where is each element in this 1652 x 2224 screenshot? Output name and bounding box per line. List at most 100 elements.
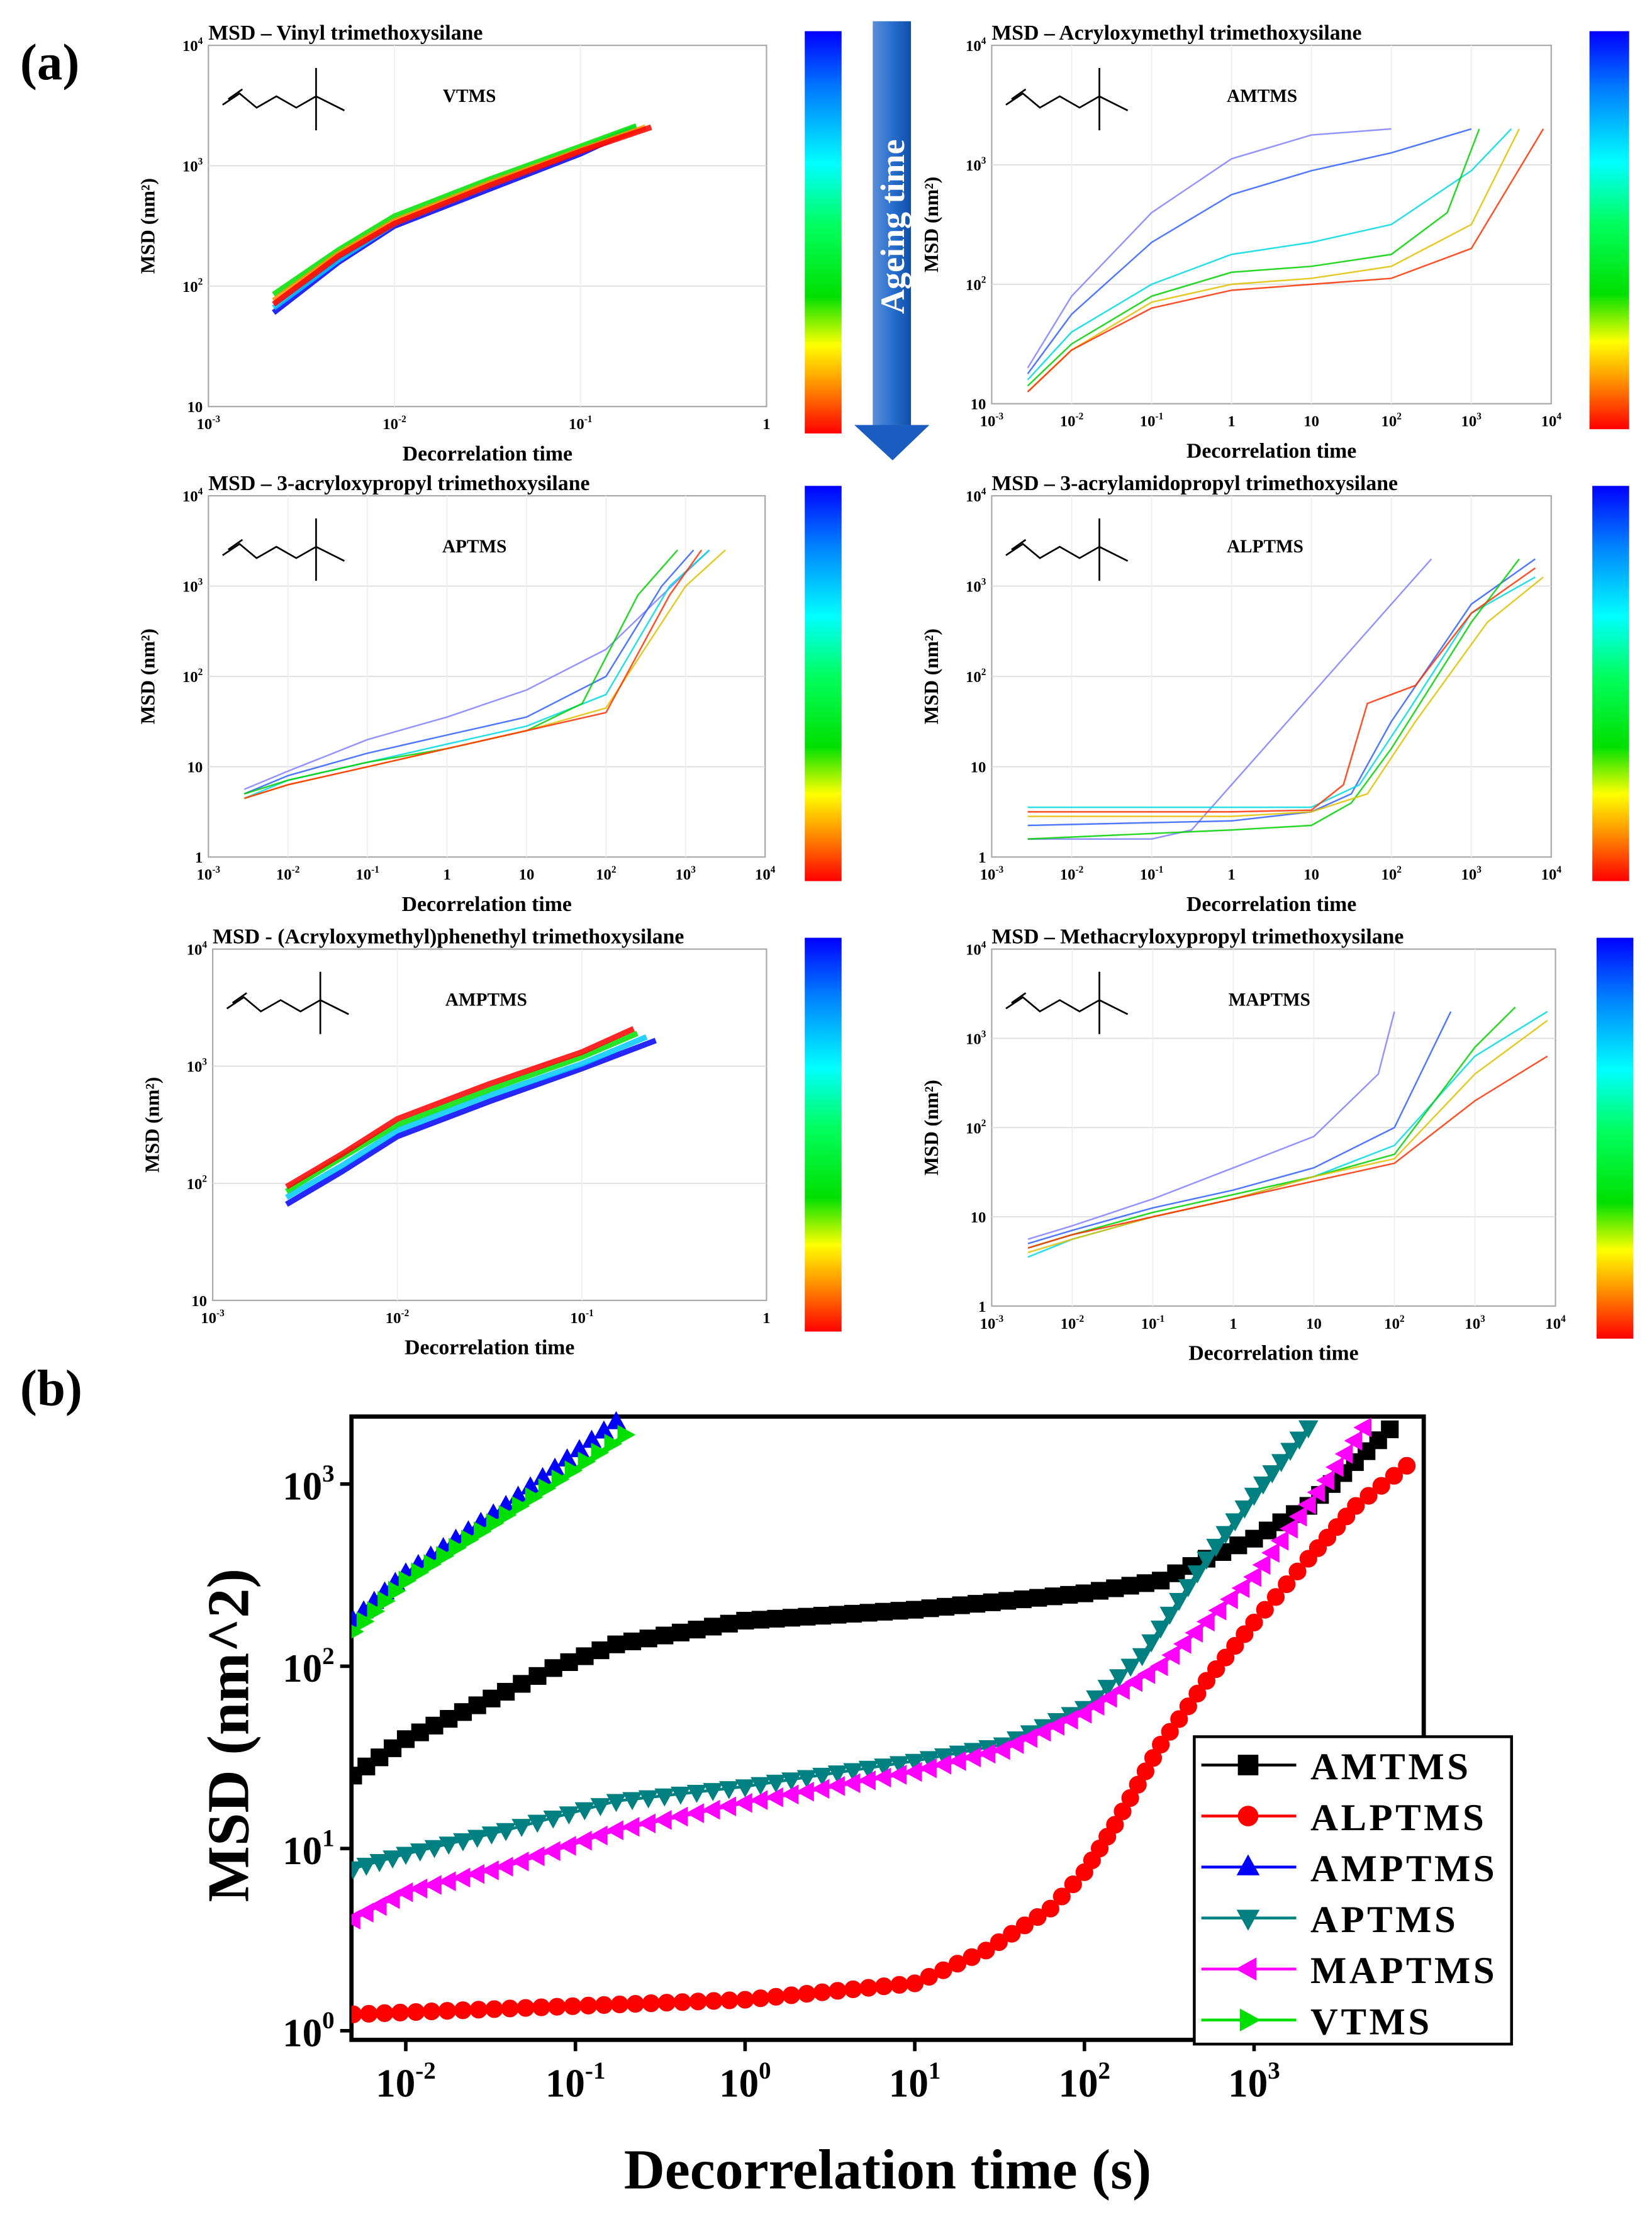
- x-tick-label: 103: [1228, 2057, 1280, 2105]
- x-tick-label: 10-1: [545, 2057, 606, 2105]
- data-marker-triangle-left: [1019, 1728, 1037, 1748]
- data-marker-triangle-left: [1353, 1417, 1372, 1438]
- data-marker-circle: [376, 2004, 394, 2022]
- molecule-double-bond: [232, 992, 247, 1004]
- data-marker-triangle-left: [1261, 1543, 1280, 1563]
- data-marker-circle: [610, 1995, 629, 2014]
- x-tick-label: 10-2: [386, 1308, 410, 1327]
- data-marker-circle: [454, 2001, 472, 2020]
- data-marker-triangle-left: [1316, 1470, 1334, 1490]
- molecule-double-bond: [228, 539, 243, 550]
- y-tick-label: 103: [187, 1057, 208, 1076]
- data-marker-square: [937, 1597, 955, 1616]
- data-marker-square: [890, 1602, 908, 1620]
- data-marker-triangle-left: [1231, 1578, 1250, 1599]
- msd-panel-maptms: 10-3 10-2 10-1 1 10 102 103 104 1 10 102 103 104 MSD …: [920, 925, 1634, 1365]
- x-tick-label: 10: [1306, 1316, 1322, 1333]
- legend-item-amptms: AMPTMS: [1201, 1848, 1495, 1890]
- data-marker-triangle-left: [749, 1790, 768, 1811]
- data-marker-circle: [1245, 1613, 1263, 1632]
- x-axis-label: Decorrelation time: [402, 893, 572, 916]
- data-marker-triangle-down: [1253, 1476, 1273, 1495]
- msd-curve: [243, 549, 695, 795]
- ageing-colorbar: [1589, 31, 1629, 430]
- x-tick-label: 10-2: [276, 864, 300, 883]
- data-marker-circle: [990, 1933, 1008, 1952]
- data-marker-circle: [595, 1996, 613, 2014]
- data-marker-triangle-down: [590, 1798, 611, 1816]
- data-marker-circle: [1217, 1648, 1235, 1667]
- molecule-bond: [320, 999, 349, 1015]
- data-marker-square: [1106, 1579, 1124, 1597]
- y-axis-label: MSD (nm^2): [196, 1568, 261, 1902]
- y-tick-label: 103: [282, 1460, 335, 1508]
- molecule-bond: [1098, 95, 1129, 111]
- data-marker-circle: [1170, 1710, 1188, 1728]
- compound-label: AMPTMS: [445, 990, 527, 1010]
- data-marker-circle: [890, 1975, 908, 1994]
- data-marker-circle: [1152, 1735, 1170, 1754]
- data-marker-triangle-down: [382, 1850, 403, 1869]
- msd-curve: [243, 549, 710, 790]
- data-marker-circle: [1188, 1684, 1207, 1702]
- data-marker-circle: [1347, 1497, 1365, 1515]
- compound-label: ALPTMS: [1227, 537, 1303, 557]
- data-marker-circle: [1359, 1487, 1378, 1505]
- y-tick-label: 104: [966, 486, 986, 505]
- x-tick-label: 1: [762, 1310, 770, 1327]
- molecule-double-bond: [1011, 992, 1027, 1004]
- x-tick-label: 1: [1227, 413, 1235, 430]
- y-tick-label: 10: [971, 759, 986, 776]
- data-marker-square: [720, 1614, 738, 1633]
- x-tick-label: 10-3: [197, 864, 221, 883]
- msd-curve: [1027, 576, 1544, 817]
- data-marker-square: [906, 1601, 924, 1619]
- data-marker-triangle-right: [617, 1424, 636, 1445]
- panel-title: MSD – Methacryloxypropyl trimethoxysilan…: [991, 925, 1404, 949]
- data-marker-square: [844, 1604, 862, 1623]
- msd-curve: [1027, 567, 1536, 813]
- molecule-chain: [1005, 92, 1100, 109]
- y-tick-label: 103: [182, 576, 203, 595]
- y-axis-label: MSD (nm²): [137, 629, 159, 724]
- data-marker-triangle-down: [843, 1763, 863, 1782]
- y-axis-label: MSD (nm²): [137, 178, 159, 274]
- compound-label: MAPTMS: [1229, 990, 1310, 1010]
- data-marker-triangle-left: [381, 1889, 400, 1909]
- data-marker-circle: [532, 1998, 550, 2016]
- msd-panel-vtms: 10-3 10-2 10-1 1 10 102 103 104 MSD – Vinyl trim…: [137, 21, 842, 466]
- ageing-colorbar: [805, 31, 842, 433]
- data-marker-triangle-left: [1098, 1687, 1117, 1708]
- molecule-structure-icon: [226, 971, 349, 1034]
- msd-curve: [1027, 128, 1480, 387]
- data-marker-triangle-down: [1197, 1551, 1217, 1570]
- data-marker-circle: [1136, 1762, 1154, 1780]
- data-marker-triangle-left: [409, 1879, 428, 1899]
- legend-box: [1193, 1735, 1514, 2046]
- data-marker-circle: [1398, 1456, 1416, 1475]
- data-marker-triangle-left: [1005, 1734, 1024, 1754]
- y-axis-label: MSD (nm²): [142, 1077, 164, 1173]
- legend-item-amtms: AMTMS: [1201, 1746, 1468, 1788]
- data-marker-triangle-down: [606, 1794, 627, 1813]
- data-marker-circle: [626, 1994, 645, 2013]
- data-marker-circle: [844, 1980, 862, 1999]
- data-marker-circle: [1161, 1723, 1179, 1741]
- x-tick-label: 103: [676, 864, 696, 883]
- data-marker-square: [829, 1606, 847, 1624]
- y-tick-label: 1: [978, 849, 986, 866]
- data-marker-triangle-left: [1243, 1567, 1261, 1587]
- molecule-structure-icon: [1005, 518, 1129, 581]
- data-marker-triangle-right: [486, 1513, 505, 1533]
- data-marker-circle: [751, 1989, 769, 2008]
- data-marker-triangle-up: [606, 1411, 627, 1429]
- x-tick-label: 10: [1303, 413, 1319, 430]
- x-tick-label: 1: [1229, 1316, 1237, 1333]
- data-marker-triangle-down: [1097, 1680, 1118, 1698]
- x-tick-label: 10-2: [1060, 864, 1084, 883]
- panel-title: MSD – Acryloxymethyl trimethoxysilane: [991, 21, 1361, 45]
- x-tick-label: 104: [1541, 864, 1562, 883]
- data-marker-triangle-left: [1196, 1611, 1215, 1632]
- molecule-structure-icon: [1005, 971, 1129, 1034]
- x-tick-label: 102: [1381, 411, 1402, 430]
